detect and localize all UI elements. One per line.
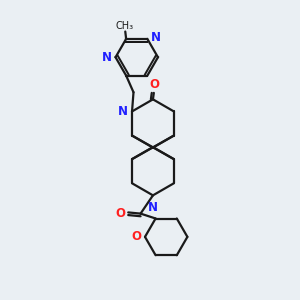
Text: N: N <box>148 201 158 214</box>
Text: O: O <box>149 77 159 91</box>
Text: O: O <box>116 207 126 220</box>
Text: N: N <box>102 51 112 64</box>
Text: N: N <box>151 31 161 44</box>
Text: N: N <box>118 105 128 118</box>
Text: O: O <box>131 230 141 243</box>
Text: CH₃: CH₃ <box>116 21 134 31</box>
